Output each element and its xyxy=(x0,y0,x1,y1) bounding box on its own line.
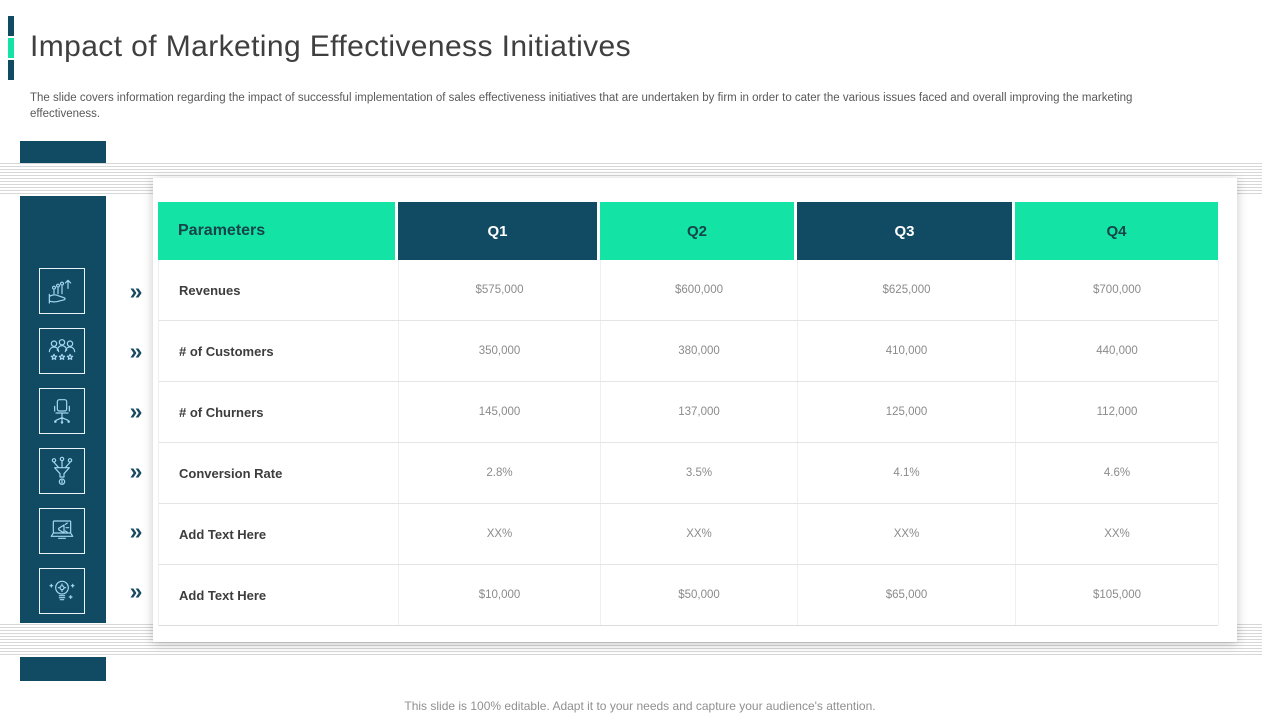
accent-bar xyxy=(8,38,14,58)
cell-q4: 112,000 xyxy=(1016,382,1219,442)
churn-chair-icon xyxy=(39,388,85,434)
cell-q4: 4.6% xyxy=(1016,443,1219,503)
cell-q2: 380,000 xyxy=(601,321,798,381)
header-parameters: Parameters xyxy=(158,202,398,260)
cell-q1: 2.8% xyxy=(399,443,601,503)
cell-q1: $10,000 xyxy=(399,565,601,625)
table-row-placeholder-1: Add Text Here XX% XX% XX% XX% xyxy=(159,504,1219,565)
header-q1: Q1 xyxy=(398,202,600,260)
cell-q1-placeholder[interactable]: XX% xyxy=(399,504,601,564)
cell-q3: 410,000 xyxy=(798,321,1016,381)
accent-bar xyxy=(8,16,14,36)
chevron-right-icon: » xyxy=(129,338,143,364)
table-row-conversion-rate: Conversion Rate 2.8% 3.5% 4.1% 4.6% xyxy=(159,443,1219,504)
table-header-row: Parameters Q1 Q2 Q3 Q4 xyxy=(158,202,1218,260)
header-q2: Q2 xyxy=(600,202,797,260)
cell-q2: 3.5% xyxy=(601,443,798,503)
chevron-right-icon: » xyxy=(129,518,143,544)
chevron-right-icon: » xyxy=(129,398,143,424)
row-label-placeholder[interactable]: Add Text Here xyxy=(159,565,399,625)
cell-q3: 125,000 xyxy=(798,382,1016,442)
footer-note: This slide is 100% editable. Adapt it to… xyxy=(404,699,876,713)
table-body: Revenues $575,000 $600,000 $625,000 $700… xyxy=(158,260,1219,626)
cell-q2: $50,000 xyxy=(601,565,798,625)
accent-bar xyxy=(8,60,14,80)
row-label: # of Churners xyxy=(159,382,399,442)
icon-sidebar xyxy=(20,196,106,623)
title-accent-bars xyxy=(8,16,14,80)
cell-q3-placeholder[interactable]: XX% xyxy=(798,504,1016,564)
chevron-right-icon: » xyxy=(129,458,143,484)
header-q3: Q3 xyxy=(797,202,1015,260)
marketing-laptop-icon xyxy=(39,508,85,554)
cell-q4: $105,000 xyxy=(1016,565,1219,625)
customers-icon xyxy=(39,328,85,374)
cell-q2: $600,000 xyxy=(601,260,798,320)
deco-rect-top xyxy=(20,141,106,163)
cell-q1: 350,000 xyxy=(399,321,601,381)
cell-q4: $700,000 xyxy=(1016,260,1219,320)
metrics-table: Parameters Q1 Q2 Q3 Q4 Revenues $575,000… xyxy=(158,202,1219,626)
table-row-customers: # of Customers 350,000 380,000 410,000 4… xyxy=(159,321,1219,382)
cell-q3: 4.1% xyxy=(798,443,1016,503)
table-row-revenues: Revenues $575,000 $600,000 $625,000 $700… xyxy=(159,260,1219,321)
row-label-placeholder[interactable]: Add Text Here xyxy=(159,504,399,564)
cell-q2-placeholder[interactable]: XX% xyxy=(601,504,798,564)
header-q4: Q4 xyxy=(1015,202,1218,260)
cell-q4: 440,000 xyxy=(1016,321,1219,381)
cell-q3: $625,000 xyxy=(798,260,1016,320)
page-title: Impact of Marketing Effectiveness Initia… xyxy=(30,30,632,63)
cell-q2: 137,000 xyxy=(601,382,798,442)
page-subtitle: The slide covers information regarding t… xyxy=(30,92,1133,121)
revenue-growth-icon xyxy=(39,268,85,314)
chevron-right-icon: » xyxy=(129,578,143,604)
row-label: Conversion Rate xyxy=(159,443,399,503)
cell-q3: $65,000 xyxy=(798,565,1016,625)
deco-rect-bottom xyxy=(20,657,106,681)
row-label: # of Customers xyxy=(159,321,399,381)
cell-q1: 145,000 xyxy=(399,382,601,442)
chevron-right-icon: » xyxy=(129,278,143,304)
conversion-funnel-icon xyxy=(39,448,85,494)
cell-q1: $575,000 xyxy=(399,260,601,320)
idea-bulb-icon xyxy=(39,568,85,614)
cell-q4-placeholder[interactable]: XX% xyxy=(1016,504,1219,564)
row-label: Revenues xyxy=(159,260,399,320)
table-row-churners: # of Churners 145,000 137,000 125,000 11… xyxy=(159,382,1219,443)
table-row-placeholder-2: Add Text Here $10,000 $50,000 $65,000 $1… xyxy=(159,565,1219,625)
